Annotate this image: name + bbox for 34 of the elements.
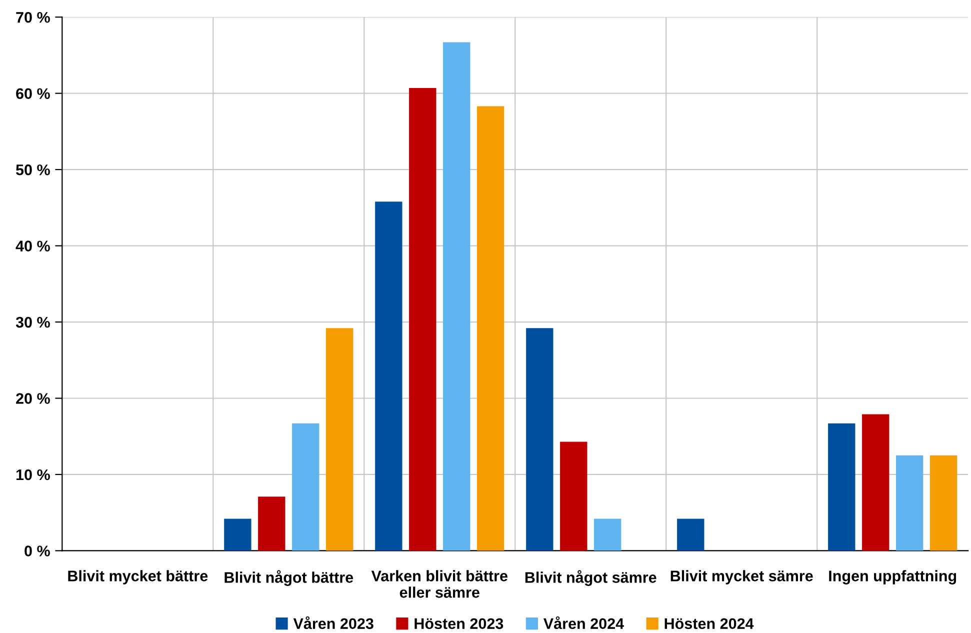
bar bbox=[224, 518, 252, 551]
y-tick-label: 40 % bbox=[16, 240, 50, 252]
bar bbox=[326, 328, 354, 551]
bar bbox=[594, 518, 622, 551]
legend-label: Våren 2023 bbox=[293, 616, 374, 630]
legend-label: Hösten 2023 bbox=[414, 618, 504, 630]
bar bbox=[677, 518, 704, 551]
bar bbox=[862, 414, 890, 551]
x-tick-label: Ingen uppfattning bbox=[829, 570, 956, 584]
bar bbox=[560, 442, 588, 551]
bar bbox=[828, 423, 856, 551]
y-tick-label: 0 % bbox=[24, 546, 50, 556]
bar bbox=[409, 88, 436, 551]
bar bbox=[526, 328, 554, 551]
legend-label: Våren 2024 bbox=[543, 616, 624, 630]
bar bbox=[930, 455, 958, 551]
y-tick-label: 10 % bbox=[16, 469, 50, 480]
bar bbox=[292, 423, 320, 551]
x-tick-label: Blivit något bättre bbox=[224, 570, 354, 586]
y-tick-label: 60 % bbox=[16, 88, 50, 100]
bar bbox=[375, 202, 402, 551]
y-tick-label: 70 % bbox=[16, 12, 50, 23]
x-tick-label: Blivit något sämre bbox=[525, 570, 656, 586]
legend-label: Hösten 2024 bbox=[664, 618, 754, 630]
bar bbox=[258, 496, 286, 551]
x-tick-label: Varken blivit bättre eller sämre bbox=[371, 570, 508, 598]
x-tick-label: Blivit mycket bättre bbox=[68, 570, 208, 584]
y-tick-label: 20 % bbox=[16, 393, 50, 404]
bar bbox=[896, 455, 924, 551]
bar bbox=[476, 106, 504, 551]
y-tick-label: 30 % bbox=[16, 316, 50, 328]
y-tick-label: 50 % bbox=[16, 164, 50, 176]
bar bbox=[443, 42, 470, 551]
x-tick-label: Blivit mycket sämre bbox=[670, 570, 813, 584]
